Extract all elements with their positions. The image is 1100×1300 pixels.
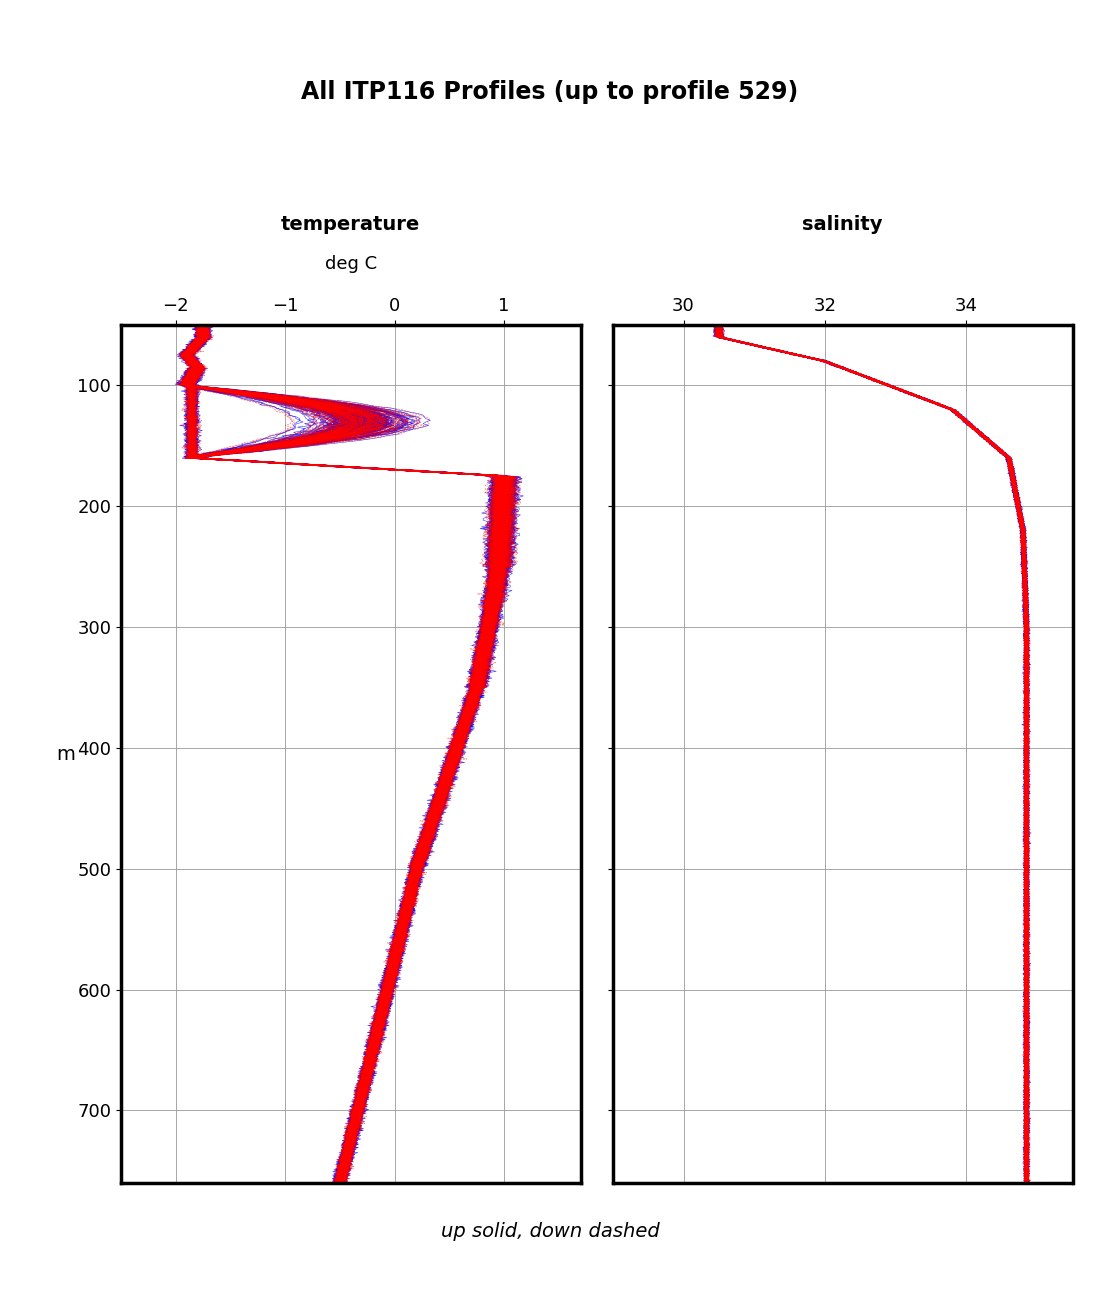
Text: All ITP116 Profiles (up to profile 529): All ITP116 Profiles (up to profile 529) xyxy=(301,81,799,104)
Y-axis label: m: m xyxy=(57,745,76,763)
Text: deg C: deg C xyxy=(324,255,377,273)
Text: up solid, down dashed: up solid, down dashed xyxy=(441,1222,659,1242)
Text: temperature: temperature xyxy=(282,214,420,234)
Text: salinity: salinity xyxy=(802,214,883,234)
